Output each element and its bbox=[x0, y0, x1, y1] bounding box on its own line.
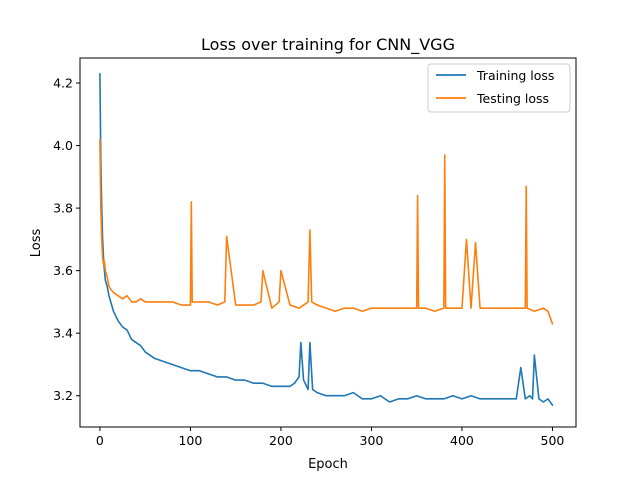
x-tick-label: 400 bbox=[450, 433, 474, 448]
legend-label-training-loss: Training loss bbox=[476, 68, 554, 83]
y-axis-ticks: 3.2 3.4 3.6 3.8 4.0 4.2 bbox=[53, 76, 80, 403]
x-tick-label: 500 bbox=[541, 433, 565, 448]
y-axis-label: Loss bbox=[29, 229, 44, 258]
legend: Training loss Testing loss bbox=[427, 63, 571, 113]
y-tick-label: 3.6 bbox=[53, 263, 73, 278]
y-tick-label: 4.0 bbox=[53, 138, 73, 153]
series-line-training-loss bbox=[99, 72, 554, 406]
y-tick-label: 3.4 bbox=[53, 326, 73, 341]
legend-box bbox=[427, 63, 571, 113]
x-tick-label: 300 bbox=[360, 433, 384, 448]
y-tick-label: 3.8 bbox=[53, 201, 73, 216]
plot-frame bbox=[79, 57, 577, 428]
x-axis-label: Epoch bbox=[308, 457, 348, 472]
y-tick-label: 4.2 bbox=[53, 76, 73, 91]
series-layer bbox=[99, 72, 554, 406]
legend-label-testing-loss: Testing loss bbox=[476, 91, 549, 106]
x-axis-ticks: 0 100 200 300 400 500 bbox=[96, 427, 565, 448]
x-tick-label: 0 bbox=[96, 433, 104, 448]
x-tick-label: 200 bbox=[269, 433, 293, 448]
x-tick-label: 100 bbox=[178, 433, 202, 448]
chart-title: Loss over training for CNN_VGG bbox=[201, 35, 455, 55]
series-line-testing-loss bbox=[99, 138, 554, 325]
y-tick-label: 3.2 bbox=[53, 388, 73, 403]
